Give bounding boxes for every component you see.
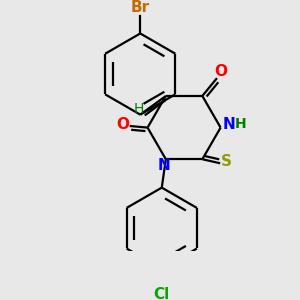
Text: N: N (222, 117, 235, 132)
Text: H: H (234, 117, 246, 131)
Text: S: S (221, 154, 232, 169)
Text: Cl: Cl (154, 287, 170, 300)
Text: H: H (133, 102, 144, 116)
Text: Br: Br (131, 0, 150, 15)
Text: O: O (117, 117, 130, 132)
Text: N: N (158, 158, 171, 173)
Text: O: O (214, 64, 227, 79)
